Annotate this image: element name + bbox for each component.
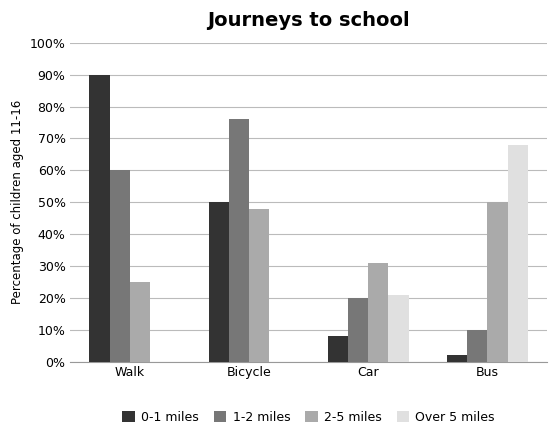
Bar bbox=[249, 209, 270, 362]
Bar bbox=[130, 282, 150, 362]
Bar bbox=[328, 336, 348, 362]
Bar bbox=[467, 330, 487, 362]
Title: Journeys to school: Journeys to school bbox=[208, 11, 410, 30]
Bar bbox=[487, 202, 508, 362]
Y-axis label: Percentage of children aged 11-16: Percentage of children aged 11-16 bbox=[11, 100, 24, 304]
Bar bbox=[388, 295, 408, 362]
Bar bbox=[348, 298, 368, 362]
Bar bbox=[368, 263, 388, 362]
Bar bbox=[110, 170, 130, 362]
Bar bbox=[447, 355, 467, 362]
Bar bbox=[229, 120, 249, 362]
Bar bbox=[209, 202, 229, 362]
Legend: 0-1 miles, 1-2 miles, 2-5 miles, Over 5 miles: 0-1 miles, 1-2 miles, 2-5 miles, Over 5 … bbox=[117, 406, 500, 429]
Bar bbox=[89, 75, 110, 362]
Bar bbox=[508, 145, 528, 362]
